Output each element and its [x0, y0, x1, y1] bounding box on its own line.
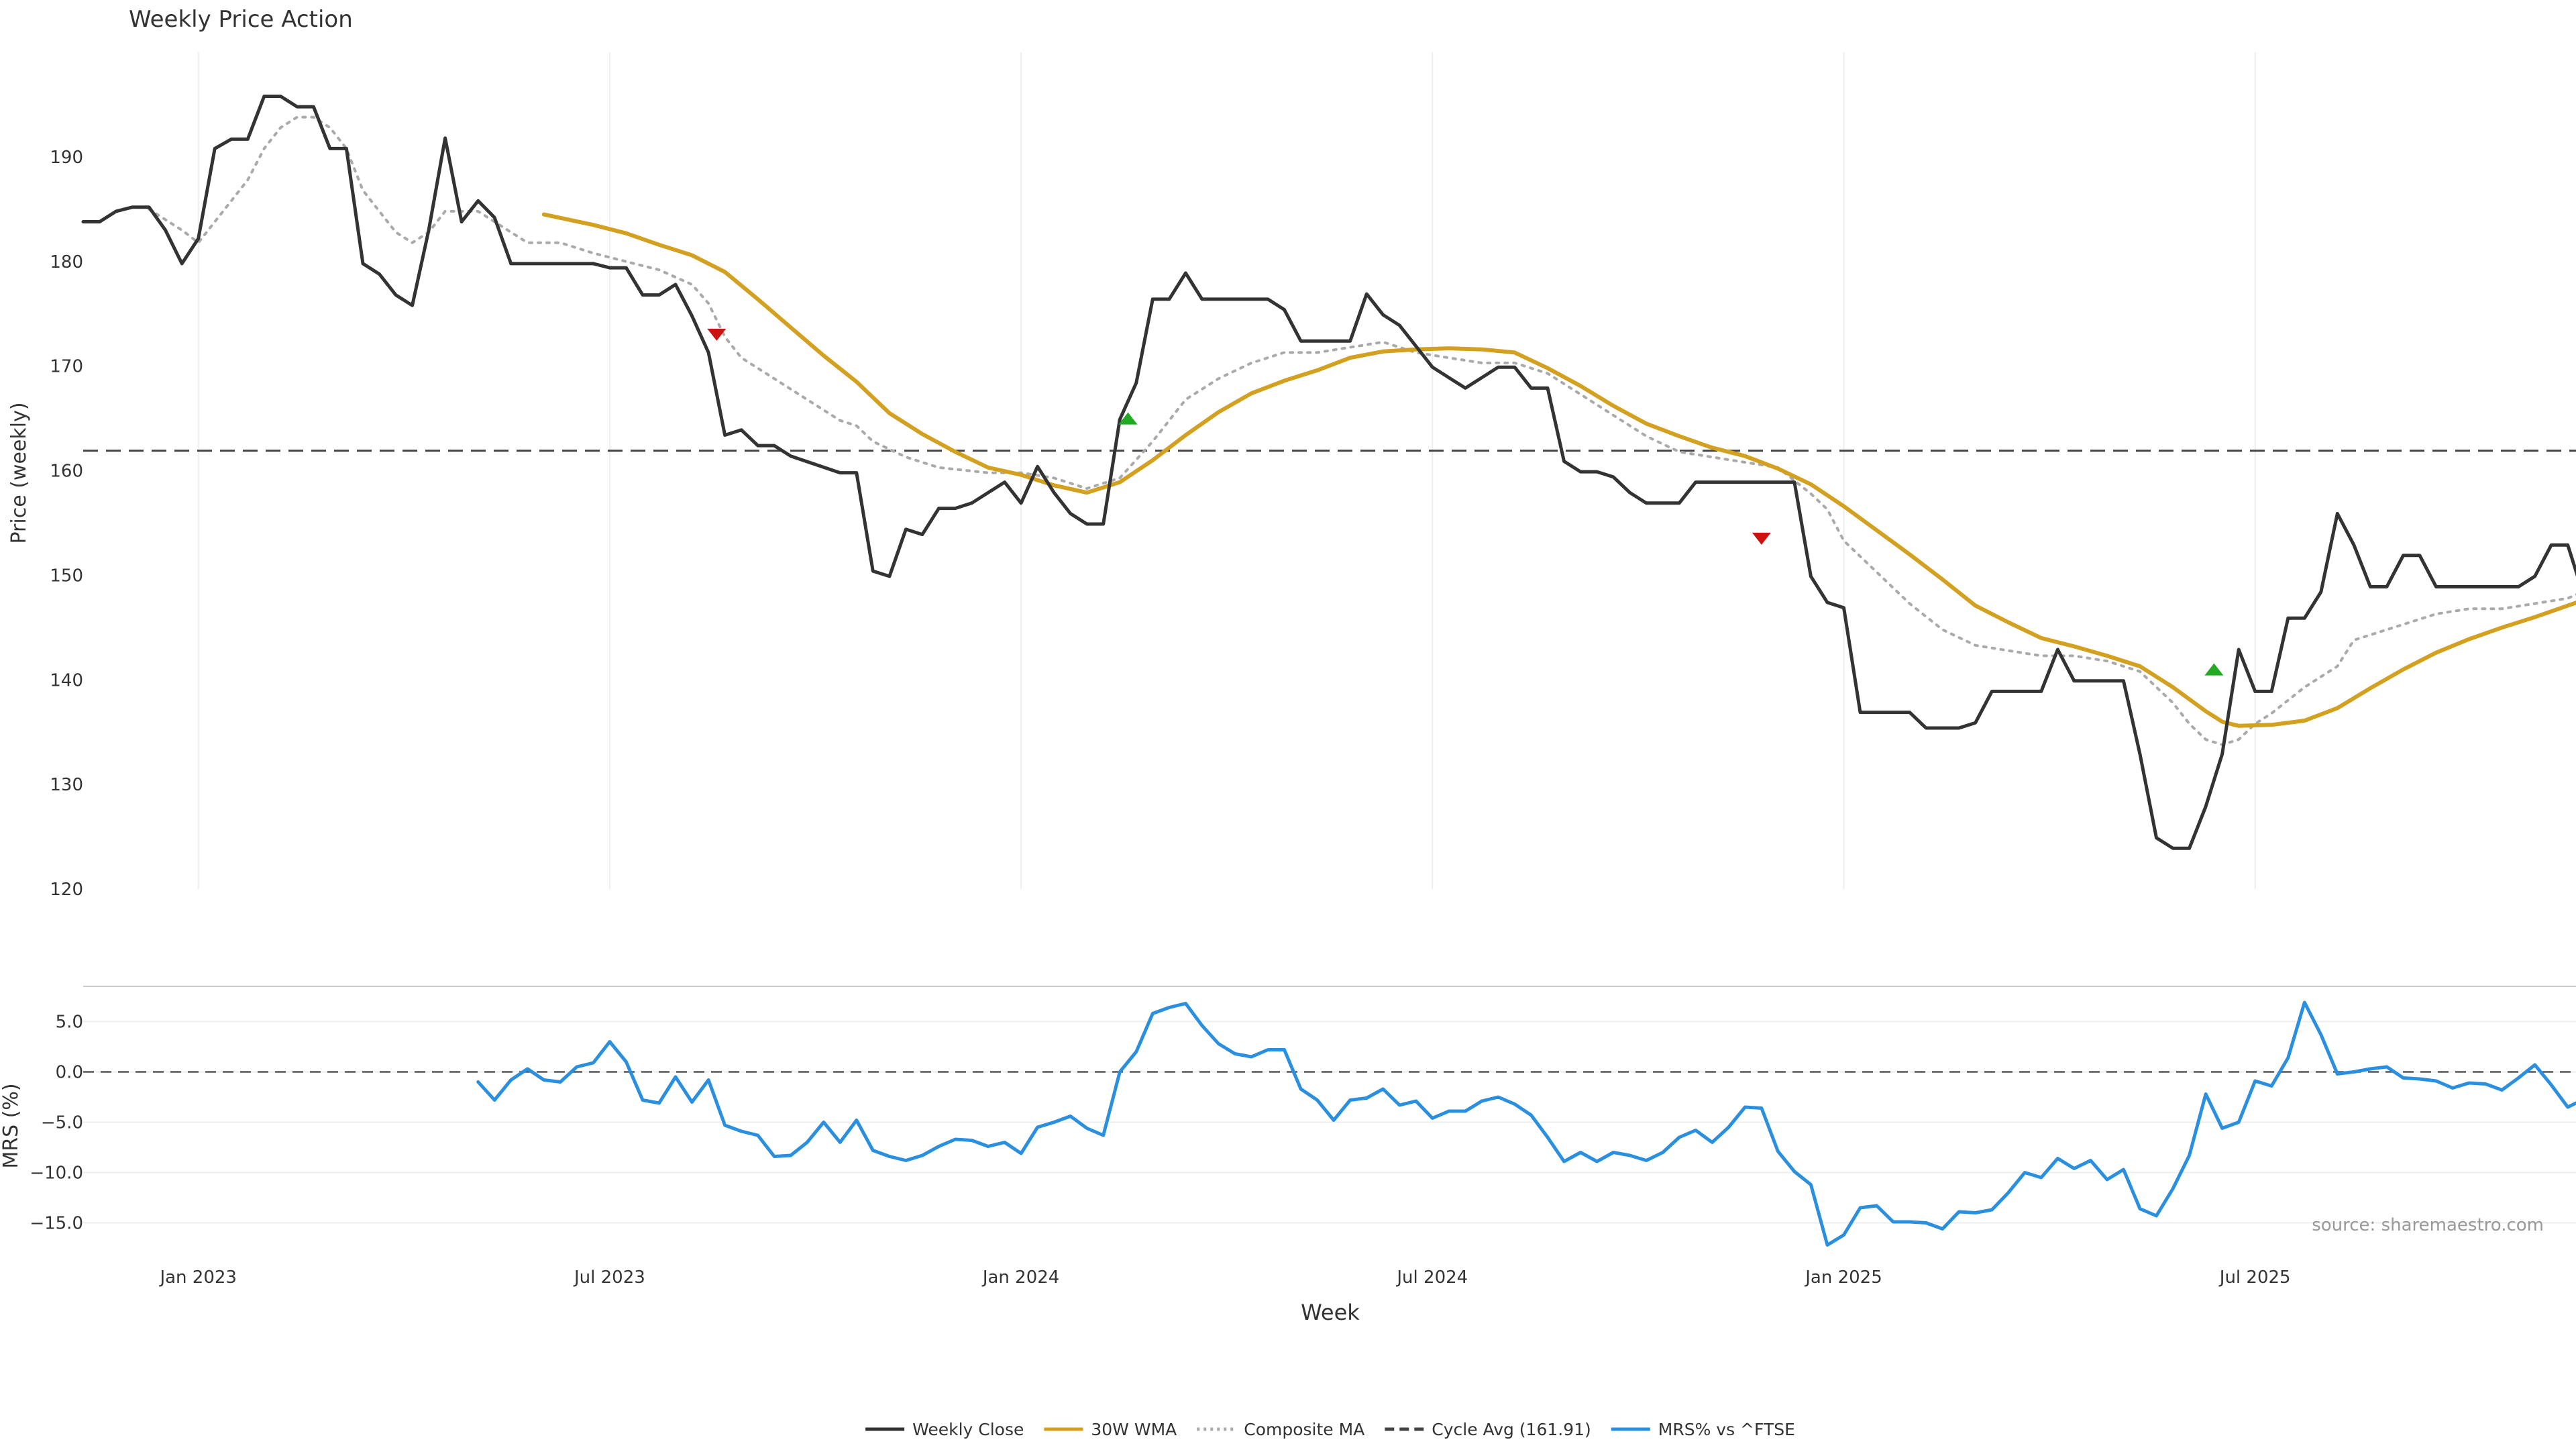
x-tick-label: Jan 2025: [1804, 1267, 1882, 1288]
x-tick-label: Jul 2024: [1395, 1267, 1468, 1288]
price-y-ticks: 120 130 140 150 160 170 180 190: [50, 148, 83, 900]
series-30w-wma: [541, 212, 2576, 728]
price-y-axis-label: Price (weekly): [7, 402, 31, 543]
legend-label: MRS% vs ^FTSE: [1658, 1420, 1795, 1439]
price-y-tick-label: 130: [50, 775, 83, 795]
legend-entry: Composite MA: [1197, 1420, 1364, 1439]
sell-signal-marker: [707, 328, 727, 341]
mrs-y-ticks: 5.0 0.0 −5.0 −10.0 −15.0: [30, 1013, 83, 1234]
series-composite-ma: [148, 115, 2576, 746]
mrs-y-tick-label: −10.0: [30, 1163, 83, 1184]
series-weekly-close: [81, 95, 2576, 850]
price-y-tick-label: 140: [50, 670, 83, 690]
x-axis-ticks: Jan 2023 Jul 2023 Jan 2024 Jul 2024 Jan 2025…: [158, 1267, 2290, 1288]
legend-entry: MRS% vs ^FTSE: [1611, 1420, 1795, 1439]
source-note: source: sharemaestro.com: [2312, 1215, 2544, 1235]
x-tick-label: Jan 2023: [158, 1267, 237, 1288]
price-y-tick-label: 120: [50, 880, 83, 900]
legend-entry: Cycle Avg (161.91): [1385, 1420, 1591, 1439]
price-grid: [197, 52, 2256, 889]
legend-label: Composite MA: [1244, 1420, 1364, 1439]
legend: Weekly Close 30W WMA Composite MA Cycle Avg…: [865, 1420, 1795, 1439]
legend-entry: Weekly Close: [865, 1420, 1024, 1439]
mrs-series-group: [476, 1000, 2576, 1247]
x-axis-label: Week: [1301, 1300, 1360, 1325]
mrs-y-axis-label: MRS (%): [0, 1083, 23, 1168]
mrs-y-tick-label: −15.0: [30, 1214, 83, 1234]
legend-label: Weekly Close: [912, 1420, 1024, 1439]
legend-label: Cycle Avg (161.91): [1432, 1420, 1591, 1439]
series-mrs-vs-ftse: [476, 1000, 2576, 1247]
x-tick-label: Jan 2024: [981, 1267, 1060, 1288]
signal-markers: [707, 328, 2224, 676]
legend-entry: 30W WMA: [1044, 1420, 1177, 1439]
price-y-tick-label: 170: [50, 357, 83, 377]
x-tick-label: Jul 2023: [573, 1267, 645, 1288]
price-y-tick-label: 190: [50, 148, 83, 168]
price-y-tick-label: 150: [50, 566, 83, 586]
sell-signal-marker: [1752, 532, 1771, 545]
price-y-tick-label: 160: [50, 462, 83, 482]
buy-signal-marker: [1118, 412, 1138, 425]
chart-title: Weekly Price Action: [129, 6, 353, 33]
x-tick-label: Jul 2025: [2218, 1267, 2291, 1288]
mrs-y-tick-label: 0.0: [56, 1063, 83, 1083]
mrs-y-tick-label: −5.0: [41, 1113, 83, 1133]
legend-label: 30W WMA: [1091, 1420, 1177, 1439]
buy-signal-marker: [2204, 663, 2224, 676]
mrs-y-tick-label: 5.0: [56, 1013, 83, 1033]
price-series-group: [81, 95, 2576, 850]
price-y-tick-label: 180: [50, 252, 83, 272]
